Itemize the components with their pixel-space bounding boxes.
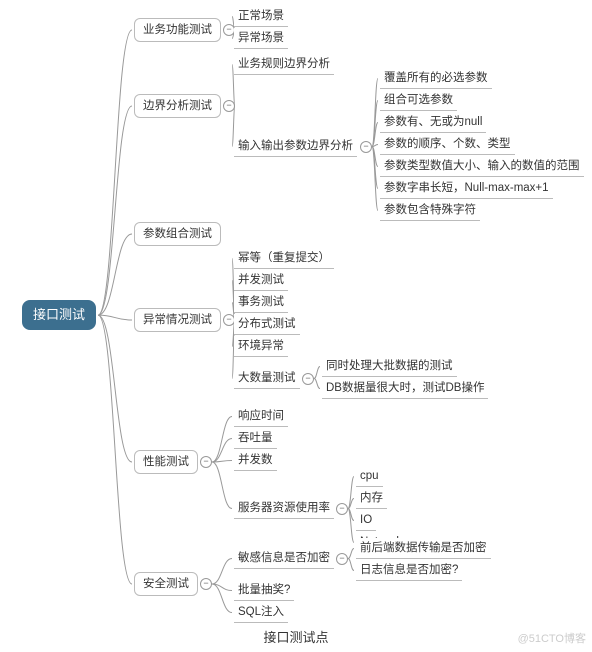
node-b6[interactable]: 安全测试 (134, 572, 198, 596)
node-b6a[interactable]: 敏感信息是否加密 (234, 548, 334, 569)
node-b6a2[interactable]: 日志信息是否加密? (356, 560, 462, 581)
toggle-b6a[interactable]: − (336, 553, 348, 565)
node-b5d[interactable]: 服务器资源使用率 (234, 498, 334, 519)
node-b5b[interactable]: 吞吐量 (234, 428, 277, 449)
node-b5c[interactable]: 并发数 (234, 450, 277, 471)
diagram-caption: 接口测试点 (0, 627, 592, 646)
node-b1[interactable]: 业务功能测试 (134, 18, 221, 42)
toggle-b5d[interactable]: − (336, 503, 348, 515)
node-b3[interactable]: 参数组合测试 (134, 222, 221, 246)
node-b2b1[interactable]: 覆盖所有的必选参数 (380, 68, 492, 89)
node-b2a[interactable]: 业务规则边界分析 (234, 54, 334, 75)
node-b5d3[interactable]: IO (356, 510, 376, 531)
node-b4b[interactable]: 并发测试 (234, 270, 288, 291)
toggle-b4f[interactable]: − (302, 373, 314, 385)
node-b2b7[interactable]: 参数包含特殊字符 (380, 200, 480, 221)
node-b2b[interactable]: 输入输出参数边界分析 (234, 136, 357, 157)
toggle-b2[interactable]: − (223, 100, 235, 112)
node-b2[interactable]: 边界分析测试 (134, 94, 221, 118)
node-b4f2[interactable]: DB数据量很大时，测试DB操作 (322, 378, 488, 399)
node-b1b[interactable]: 异常场景 (234, 28, 288, 49)
toggle-b2b[interactable]: − (360, 141, 372, 153)
node-b4f1[interactable]: 同时处理大批数据的测试 (322, 356, 457, 377)
node-b5a[interactable]: 响应时间 (234, 406, 288, 427)
node-b5d1[interactable]: cpu (356, 466, 383, 487)
node-b6c[interactable]: SQL注入 (234, 602, 288, 623)
node-b5[interactable]: 性能测试 (134, 450, 198, 474)
node-b6b[interactable]: 批量抽奖? (234, 580, 294, 601)
watermark: @51CTO博客 (518, 630, 586, 646)
node-b4a[interactable]: 幂等（重复提交） (234, 248, 334, 269)
node-b6a1[interactable]: 前后端数据传输是否加密 (356, 538, 491, 559)
node-b2b4[interactable]: 参数的顺序、个数、类型 (380, 134, 515, 155)
node-b2b3[interactable]: 参数有、无或为null (380, 112, 486, 133)
node-b4f[interactable]: 大数量测试 (234, 368, 300, 389)
node-b2b5[interactable]: 参数类型数值大小、输入的数值的范围 (380, 156, 584, 177)
node-b2b6[interactable]: 参数字串长短，Null-max-max+1 (380, 178, 553, 199)
node-b1a[interactable]: 正常场景 (234, 6, 288, 27)
node-b5d2[interactable]: 内存 (356, 488, 387, 509)
toggle-b6[interactable]: − (200, 578, 212, 590)
node-b4d[interactable]: 分布式测试 (234, 314, 300, 335)
node-b4c[interactable]: 事务测试 (234, 292, 288, 313)
node-b2b2[interactable]: 组合可选参数 (380, 90, 457, 111)
toggle-b5[interactable]: − (200, 456, 212, 468)
node-root[interactable]: 接口测试 (22, 300, 96, 330)
node-b4[interactable]: 异常情况测试 (134, 308, 221, 332)
node-b4e[interactable]: 环境异常 (234, 336, 288, 357)
